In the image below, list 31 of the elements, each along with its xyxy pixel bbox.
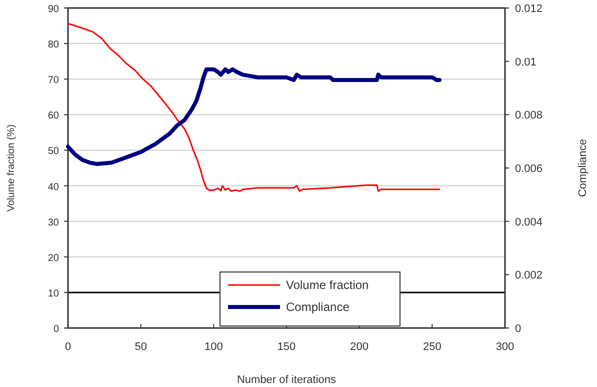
y-tick-label: 30: [48, 217, 60, 228]
y-tick-label: 70: [48, 75, 60, 86]
line-series: [66, 67, 442, 166]
line-series: [68, 23, 440, 192]
y2-tick-label: 0: [515, 323, 522, 335]
y2-tick-label: 0.006: [515, 163, 543, 175]
x-axis-title: Number of iterations: [236, 374, 337, 386]
y2-tick-label: 0.012: [515, 3, 543, 15]
y-tick-label: 60: [48, 110, 60, 122]
y2-tick-label: 0.008: [515, 110, 543, 122]
x-tick-label: 150: [277, 341, 296, 353]
y2-axis-title: Compliance: [577, 138, 589, 198]
x-tick-label: 200: [350, 341, 369, 353]
x-tick-label: 50: [134, 341, 147, 353]
y-tick-label: 50: [48, 146, 60, 158]
x-tick-label: 0: [64, 341, 72, 353]
x-tick-label: 100: [204, 341, 223, 353]
y-tick-label: 20: [48, 252, 60, 264]
y-tick-label: 40: [48, 182, 60, 193]
y2-tick-label: 0.004: [515, 216, 543, 228]
x-tick-label: 250: [422, 341, 442, 353]
y-tick-label: 80: [48, 40, 60, 51]
y2-tick-label: 0.01: [515, 56, 536, 68]
y-tick-label: 0: [53, 324, 60, 335]
y-axis-title: Volume fraction (%): [6, 124, 17, 212]
legend-label: Volume fraction: [286, 278, 369, 292]
x-tick-label: 300: [496, 341, 514, 353]
y-tick-label: 10: [48, 288, 60, 300]
y-tick-label: 90: [48, 4, 60, 15]
legend-label: Compliance: [286, 300, 350, 314]
y2-tick-label: 0.002: [515, 270, 543, 282]
